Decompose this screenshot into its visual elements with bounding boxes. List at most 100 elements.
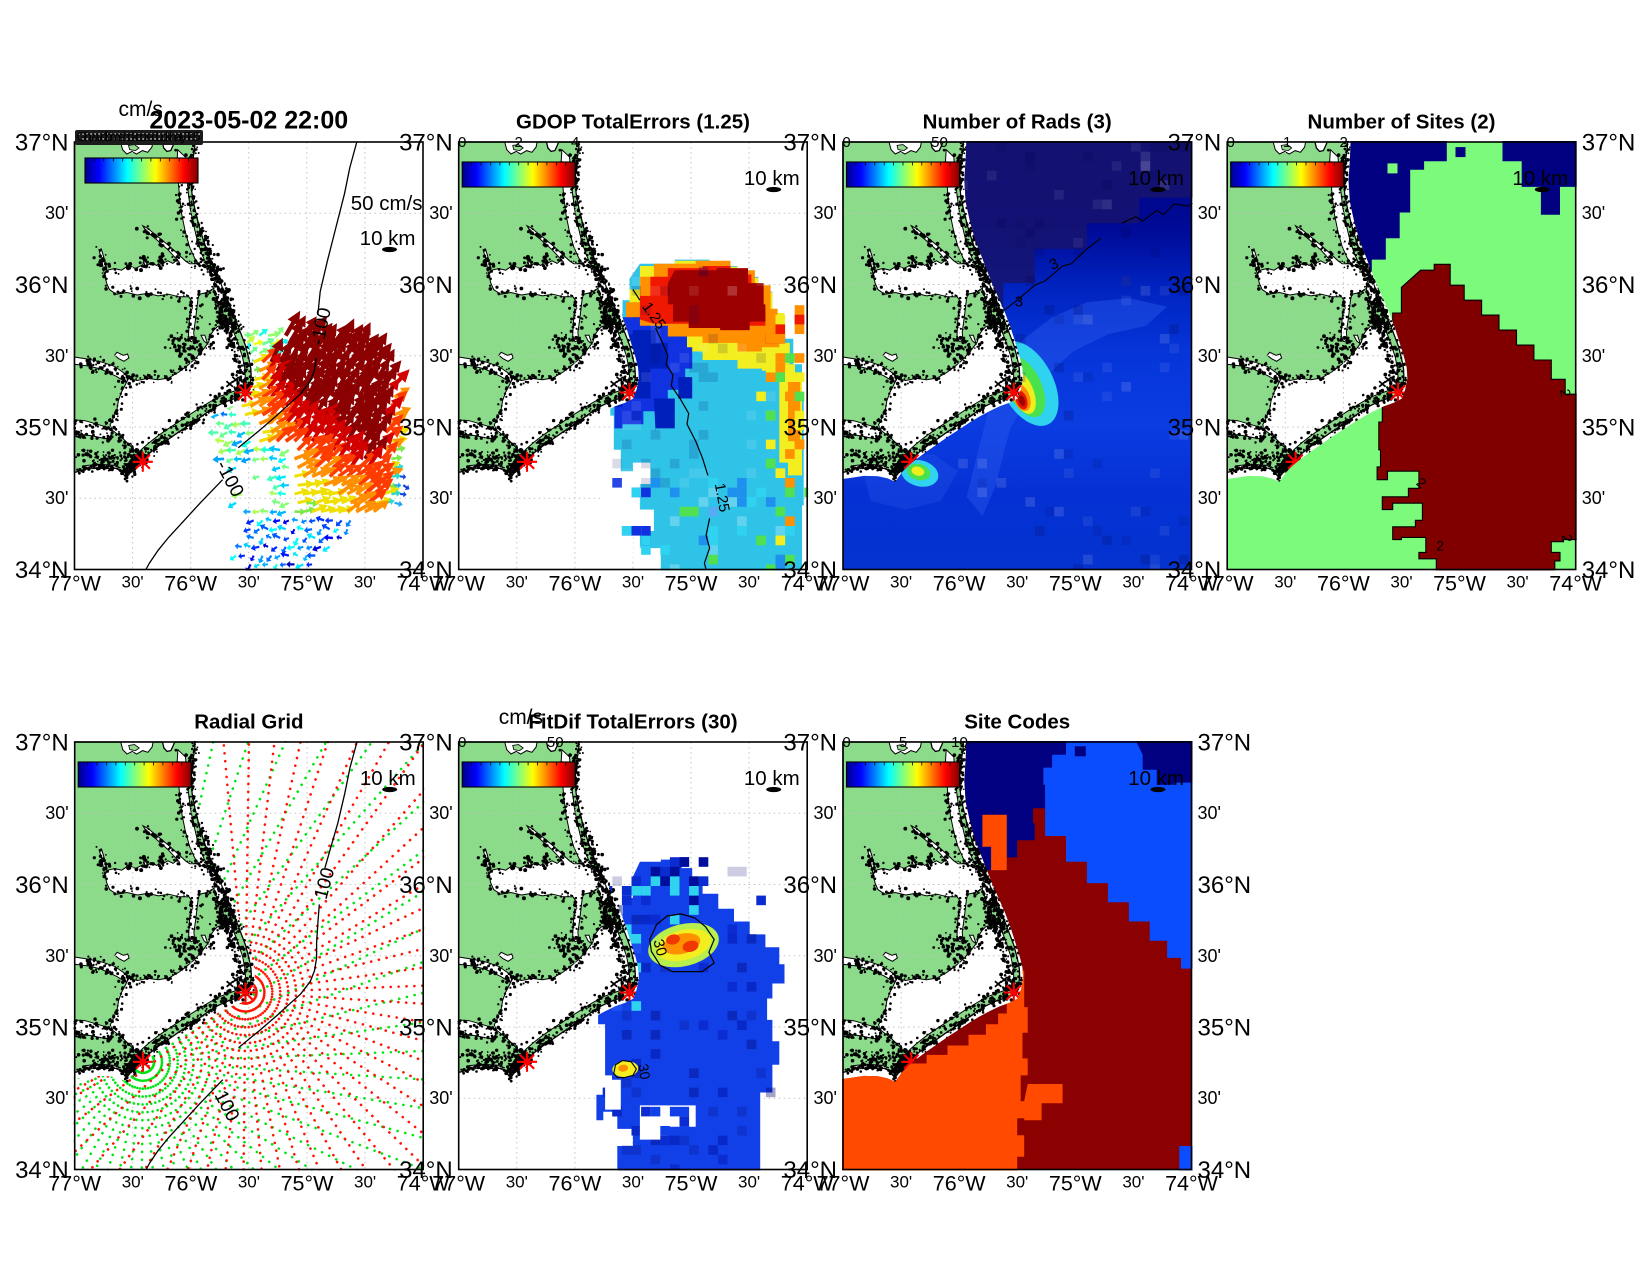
svg-text:2: 2 [1436, 537, 1444, 553]
svg-text:77°W: 77°W [1201, 572, 1255, 596]
svg-text:76°W: 76°W [164, 572, 218, 596]
svg-text:36°N: 36°N [783, 872, 837, 899]
svg-text:30': 30' [1198, 946, 1221, 966]
svg-text:75°W: 75°W [280, 572, 334, 596]
svg-text:37°N: 37°N [15, 730, 69, 757]
svg-text:30': 30' [814, 803, 837, 823]
svg-text:37°N: 37°N [1168, 130, 1222, 157]
svg-text:76°W: 76°W [1317, 572, 1371, 596]
svg-text:75°W: 75°W [665, 1172, 719, 1196]
svg-text:1: 1 [1283, 134, 1291, 151]
svg-text:30': 30' [1582, 346, 1605, 366]
svg-text:10 km: 10 km [744, 767, 800, 790]
svg-text:77°W: 77°W [48, 572, 102, 596]
svg-text:30': 30' [1582, 203, 1605, 223]
svg-text:30': 30' [1122, 1173, 1144, 1192]
svg-text:75°W: 75°W [1049, 1172, 1103, 1196]
svg-text:30': 30' [1006, 1173, 1028, 1192]
svg-text:74°W: 74°W [1165, 1172, 1219, 1196]
svg-text:10: 10 [951, 734, 968, 751]
svg-text:30': 30' [814, 203, 837, 223]
svg-text:30': 30' [429, 346, 452, 366]
svg-text:5: 5 [899, 734, 907, 751]
svg-text:34°N: 34°N [783, 557, 837, 584]
svg-text:30': 30' [738, 573, 760, 592]
svg-text:cm/s: cm/s [119, 98, 163, 121]
svg-text:2: 2 [1559, 533, 1576, 544]
svg-text:0: 0 [842, 134, 850, 151]
svg-text:34°N: 34°N [399, 557, 453, 584]
svg-text:50: 50 [547, 734, 564, 751]
svg-text:0: 0 [458, 734, 466, 751]
svg-text:34°N: 34°N [15, 1157, 69, 1184]
svg-text:77°W: 77°W [817, 572, 871, 596]
svg-text:30': 30' [354, 1173, 376, 1192]
svg-text:77°W: 77°W [48, 1172, 102, 1196]
svg-text:30': 30' [429, 803, 452, 823]
svg-text:37°N: 37°N [783, 130, 837, 157]
svg-text:30': 30' [429, 1088, 452, 1108]
svg-text:10 km: 10 km [360, 767, 416, 790]
svg-text:30': 30' [429, 946, 452, 966]
svg-text:30': 30' [1198, 803, 1221, 823]
svg-text:76°W: 76°W [548, 1172, 602, 1196]
svg-text:30': 30' [738, 1173, 760, 1192]
svg-text:cm/s: cm/s [499, 706, 543, 729]
svg-text:30': 30' [1198, 488, 1221, 508]
svg-text:0: 0 [842, 734, 850, 751]
svg-text:76°W: 76°W [164, 1172, 218, 1196]
svg-text:37°N: 37°N [783, 730, 837, 757]
svg-text:2023-05-02 22:00: 2023-05-02 22:00 [149, 107, 348, 135]
svg-text:37°N: 37°N [1198, 730, 1252, 757]
svg-text:74°W: 74°W [781, 572, 835, 596]
svg-text:35°N: 35°N [15, 415, 69, 442]
svg-text:35°N: 35°N [399, 415, 453, 442]
svg-text:30': 30' [506, 1173, 528, 1192]
svg-text:76°W: 76°W [548, 572, 602, 596]
svg-text:30': 30' [238, 1173, 260, 1192]
svg-text:74°W: 74°W [1165, 572, 1219, 596]
svg-text:36°N: 36°N [15, 272, 69, 299]
svg-text:35°N: 35°N [1582, 415, 1636, 442]
svg-text:30': 30' [45, 946, 68, 966]
svg-text:74°W: 74°W [781, 1172, 835, 1196]
svg-text:10 km: 10 km [360, 227, 416, 250]
svg-text:2: 2 [1557, 388, 1574, 399]
svg-text:3: 3 [1015, 294, 1023, 311]
svg-text:GhwvdbmshckcoreduckhatyTe5: GhwvdbmshckcoreduckhatyTe5 [77, 129, 201, 144]
svg-text:37°N: 37°N [399, 130, 453, 157]
svg-text:75°W: 75°W [1049, 572, 1103, 596]
svg-text:30': 30' [1582, 488, 1605, 508]
svg-text:30': 30' [45, 488, 68, 508]
svg-text:30': 30' [354, 573, 376, 592]
svg-text:34°N: 34°N [1198, 1157, 1252, 1184]
svg-text:30': 30' [45, 803, 68, 823]
svg-text:GDOP TotalErrors (1.25): GDOP TotalErrors (1.25) [516, 111, 750, 134]
svg-text:0: 0 [458, 134, 466, 151]
svg-text:30': 30' [45, 203, 68, 223]
svg-text:37°N: 37°N [399, 730, 453, 757]
svg-text:76°W: 76°W [933, 1172, 987, 1196]
svg-text:2: 2 [1340, 134, 1348, 151]
svg-text:30': 30' [1122, 573, 1144, 592]
svg-text:10 km: 10 km [1128, 167, 1184, 190]
svg-text:77°W: 77°W [432, 572, 486, 596]
svg-text:34°N: 34°N [15, 557, 69, 584]
svg-text:30': 30' [429, 488, 452, 508]
svg-text:30': 30' [890, 1173, 912, 1192]
svg-text:30': 30' [1507, 573, 1529, 592]
svg-text:36°N: 36°N [399, 872, 453, 899]
svg-text:30': 30' [814, 346, 837, 366]
svg-text:74°W: 74°W [397, 1172, 451, 1196]
svg-text:10 km: 10 km [1128, 767, 1184, 790]
svg-text:30: 30 [649, 937, 670, 958]
svg-text:30': 30' [429, 203, 452, 223]
svg-text:36°N: 36°N [783, 272, 837, 299]
svg-text:37°N: 37°N [1582, 130, 1636, 157]
svg-text:1.25: 1.25 [711, 482, 733, 514]
svg-text:35°N: 35°N [15, 1015, 69, 1042]
svg-text:30': 30' [122, 573, 144, 592]
svg-text:50: 50 [931, 134, 948, 151]
svg-text:35°N: 35°N [783, 1015, 837, 1042]
svg-text:75°W: 75°W [665, 572, 719, 596]
